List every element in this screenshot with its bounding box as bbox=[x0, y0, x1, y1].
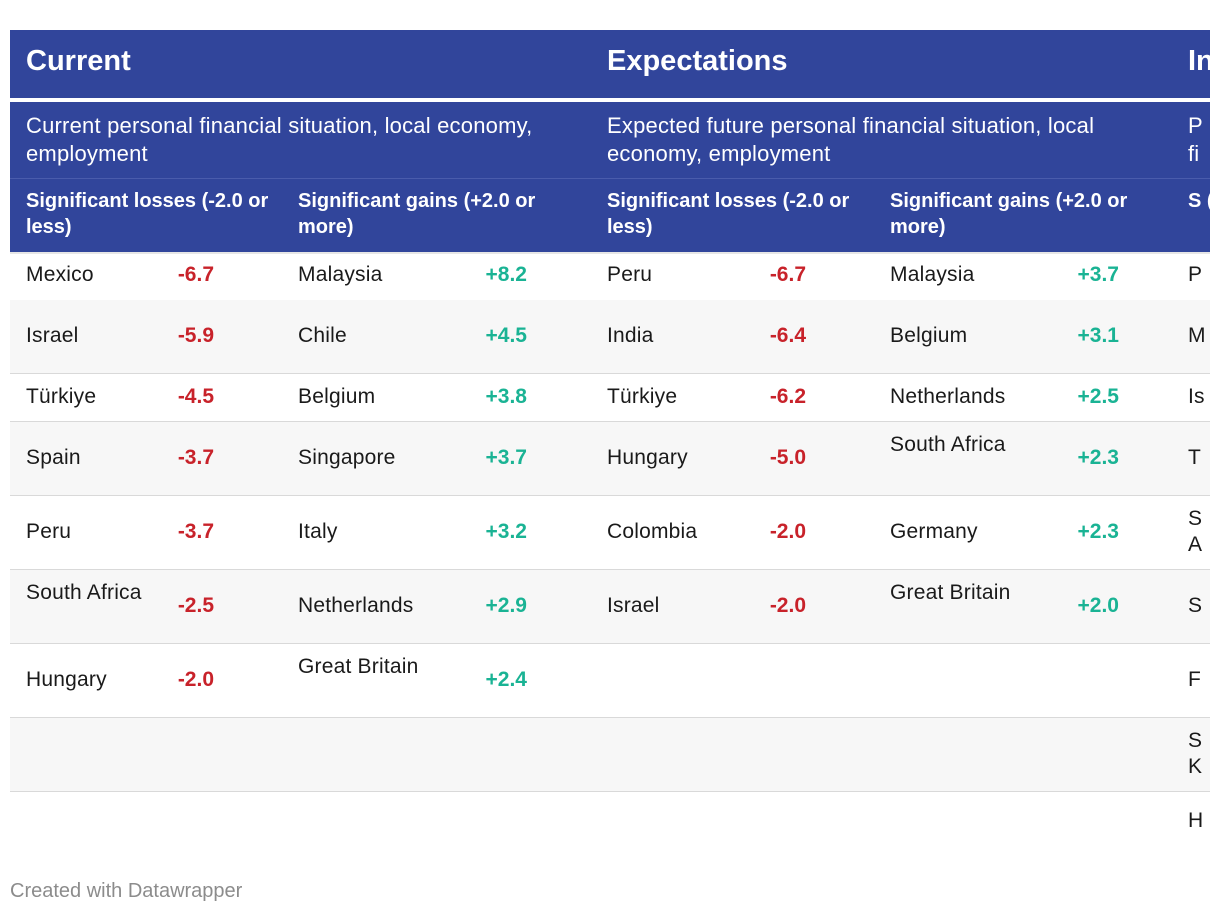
cell-value-negative: -6.4 bbox=[769, 324, 806, 347]
header-subtitle-band bbox=[10, 102, 1210, 178]
table-row bbox=[10, 644, 1210, 718]
cell-country: Belgium bbox=[890, 324, 968, 347]
cell-country: P bbox=[1188, 263, 1203, 286]
table-row bbox=[10, 792, 1210, 850]
cell-country: Chile bbox=[298, 324, 347, 347]
cell-value-negative: -6.7 bbox=[769, 263, 806, 286]
cell-country: Türkiye bbox=[26, 385, 97, 408]
cell-value-negative: -6.2 bbox=[769, 385, 806, 408]
cell-value-negative: -2.0 bbox=[769, 520, 806, 543]
cell-country: Spain bbox=[26, 446, 81, 469]
cell-value-negative: -2.0 bbox=[177, 668, 214, 691]
cell-country: Singapore bbox=[298, 446, 396, 469]
cell-country: F bbox=[1188, 668, 1202, 691]
cell-value-negative: -5.9 bbox=[177, 324, 214, 347]
cell-country: T bbox=[1188, 446, 1202, 469]
cell-value-positive: +3.7 bbox=[485, 446, 527, 469]
cell-country: Türkiye bbox=[607, 385, 678, 408]
section-title: Expectations bbox=[607, 45, 788, 77]
column-header-gains: Significant gains (+2.0 or more) bbox=[298, 190, 536, 238]
table-row bbox=[10, 570, 1210, 644]
cell-country: India bbox=[607, 324, 654, 347]
cell-value-positive: +2.4 bbox=[485, 668, 527, 691]
cell-country: S A bbox=[1188, 507, 1203, 556]
cell-country: Colombia bbox=[607, 520, 698, 543]
section-subtitle: Expected future personal financial situa… bbox=[607, 113, 1095, 166]
header-divider bbox=[10, 178, 1210, 179]
column-header-losses: S (- bbox=[1188, 190, 1210, 212]
cell-country: Hungary bbox=[607, 446, 688, 469]
cell-value-negative: -4.5 bbox=[177, 385, 214, 408]
cell-value-negative: -2.0 bbox=[769, 594, 806, 617]
cell-value-positive: +2.0 bbox=[1077, 594, 1119, 617]
cell-country: S bbox=[1188, 594, 1203, 617]
cell-value-negative: -6.7 bbox=[177, 263, 214, 286]
cell-value-positive: +2.3 bbox=[1077, 520, 1119, 543]
cell-country: H bbox=[1188, 809, 1204, 832]
table-row bbox=[10, 374, 1210, 422]
cell-value-negative: -3.7 bbox=[177, 520, 214, 543]
table-viewport: Current Current personal financial situat… bbox=[10, 30, 1210, 850]
table-row bbox=[10, 496, 1210, 570]
cell-country: Hungary bbox=[26, 668, 107, 691]
cell-country: Is bbox=[1188, 385, 1205, 408]
section-subtitle: P fi bbox=[1188, 113, 1203, 166]
table-row bbox=[10, 300, 1210, 374]
cell-country: S K bbox=[1188, 729, 1203, 778]
cell-country: Peru bbox=[607, 263, 653, 286]
table-row bbox=[10, 718, 1210, 792]
cell-value-negative: -5.0 bbox=[769, 446, 806, 469]
section-title: In bbox=[1188, 45, 1210, 77]
section-subtitle: Current personal financial situation, lo… bbox=[26, 113, 533, 166]
cell-country: South Africa bbox=[890, 433, 1006, 456]
cell-value-positive: +8.2 bbox=[485, 263, 527, 286]
datawrapper-credit: Created with Datawrapper bbox=[10, 880, 243, 902]
cell-value-positive: +3.1 bbox=[1077, 324, 1119, 347]
cell-country: M bbox=[1188, 324, 1206, 347]
cell-value-positive: +2.9 bbox=[485, 594, 527, 617]
cell-country: Peru bbox=[26, 520, 72, 543]
cell-country: Great Britain bbox=[298, 655, 419, 678]
cell-value-positive: +4.5 bbox=[485, 324, 527, 347]
cell-value-positive: +3.2 bbox=[485, 520, 527, 543]
cell-country: Israel bbox=[26, 324, 79, 347]
header-separator bbox=[10, 98, 1210, 102]
header-column-band bbox=[10, 178, 1210, 252]
cell-country: South Africa bbox=[26, 581, 142, 604]
cell-country: Great Britain bbox=[890, 581, 1011, 604]
column-header-losses: Significant losses (-2.0 or less) bbox=[607, 190, 850, 238]
column-header-gains: Significant gains (+2.0 or more) bbox=[890, 190, 1128, 238]
cell-country: Israel bbox=[607, 594, 660, 617]
cell-country: Belgium bbox=[298, 385, 376, 408]
cell-country: Germany bbox=[890, 520, 978, 543]
table-row bbox=[10, 422, 1210, 496]
cell-value-negative: -3.7 bbox=[177, 446, 214, 469]
cell-country: Netherlands bbox=[890, 385, 1006, 408]
cell-value-positive: +3.7 bbox=[1077, 263, 1119, 286]
cell-country: Malaysia bbox=[890, 263, 975, 286]
cell-country: Italy bbox=[298, 520, 338, 543]
cell-country: Netherlands bbox=[298, 594, 414, 617]
header-title-band bbox=[10, 30, 1210, 98]
cell-value-positive: +2.5 bbox=[1077, 385, 1119, 408]
cell-country: Malaysia bbox=[298, 263, 383, 286]
section-title: Current bbox=[26, 45, 131, 77]
column-header-losses: Significant losses (-2.0 or less) bbox=[26, 190, 269, 238]
cell-value-positive: +3.8 bbox=[485, 385, 527, 408]
cell-value-positive: +2.3 bbox=[1077, 446, 1119, 469]
cell-value-negative: -2.5 bbox=[177, 594, 214, 617]
cell-country: Mexico bbox=[26, 263, 94, 286]
